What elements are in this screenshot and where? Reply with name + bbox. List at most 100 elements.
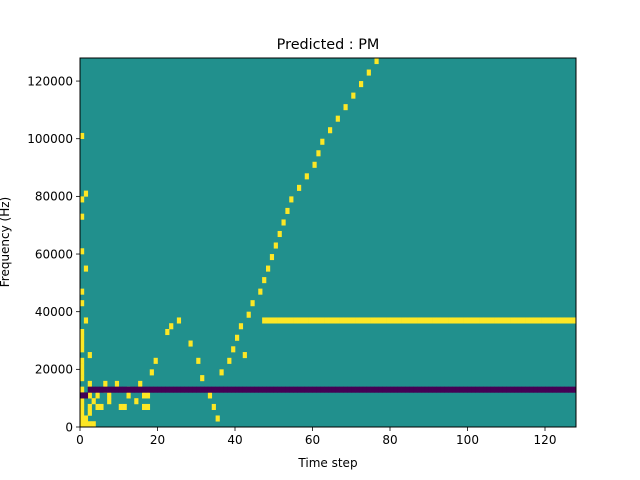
heatmap-cell-low bbox=[541, 386, 546, 393]
heatmap-cell-high bbox=[479, 317, 484, 324]
x-axis: 0 20 40 60 80 100 120 bbox=[76, 427, 556, 447]
heatmap-cell-low bbox=[390, 386, 395, 393]
heatmap-cell-low bbox=[331, 386, 337, 393]
heatmap-cell-high bbox=[145, 392, 151, 399]
heatmap-cell-high bbox=[250, 300, 255, 307]
y-tick-label: 120000 bbox=[27, 74, 73, 88]
heatmap-cell-high bbox=[506, 317, 511, 324]
heatmap-cell-high bbox=[80, 375, 85, 382]
heatmap-cell-high bbox=[169, 323, 174, 330]
heatmap-cell-high bbox=[378, 317, 383, 324]
heatmap-cell-low bbox=[335, 386, 340, 393]
heatmap-cell-high bbox=[107, 398, 112, 405]
heatmap-cell-low bbox=[103, 386, 108, 393]
heatmap-cell-high bbox=[285, 317, 290, 324]
heatmap-cell-high bbox=[196, 357, 201, 364]
heatmap-cell-high bbox=[118, 403, 123, 411]
heatmap-cell-low bbox=[180, 386, 185, 393]
heatmap-cell-high bbox=[80, 346, 85, 353]
heatmap-cell-low bbox=[304, 386, 309, 393]
heatmap-cell-low bbox=[273, 386, 278, 393]
heatmap-cell-low bbox=[498, 386, 503, 393]
heatmap-cell-low bbox=[521, 386, 526, 393]
heatmap-cell-low bbox=[409, 386, 414, 393]
heatmap-cell-high bbox=[572, 317, 577, 324]
y-axis: 0 20000 40000 60000 80000 100000 120000 bbox=[27, 74, 80, 434]
heatmap-cell-high bbox=[215, 415, 220, 422]
heatmap-cell-high bbox=[80, 328, 85, 336]
heatmap-cell-high bbox=[502, 317, 507, 324]
heatmap-cell-low bbox=[107, 386, 112, 393]
heatmap-cell-high bbox=[452, 317, 457, 324]
heatmap-cell-high bbox=[107, 392, 112, 399]
heatmap-cell-low bbox=[347, 386, 352, 393]
heatmap-cell-high bbox=[351, 317, 356, 324]
heatmap-cell-high bbox=[231, 346, 236, 353]
heatmap-cell-high bbox=[80, 403, 85, 411]
heatmap-cell-low bbox=[142, 386, 147, 393]
heatmap-cell-high bbox=[207, 392, 213, 399]
heatmap-cell-high bbox=[80, 334, 85, 341]
heatmap-cell-low bbox=[169, 386, 174, 393]
heatmap-cell-high bbox=[517, 317, 523, 324]
heatmap-cell-low bbox=[184, 386, 189, 393]
heatmap-cell-high bbox=[390, 317, 395, 324]
heatmap-cell-low bbox=[293, 386, 298, 393]
heatmap-cell-low bbox=[452, 386, 457, 393]
y-axis-label: Frequency (Hz) bbox=[0, 197, 12, 288]
heatmap-cell-high bbox=[362, 317, 368, 324]
heatmap-cell-low bbox=[192, 386, 197, 393]
heatmap-cell-high bbox=[308, 317, 313, 324]
heatmap-cell-high bbox=[304, 317, 309, 324]
heatmap-cell-high bbox=[289, 317, 294, 324]
heatmap-cell-low bbox=[285, 386, 290, 393]
heatmap-cell-high bbox=[165, 328, 170, 336]
heatmap-cell-low bbox=[432, 386, 437, 393]
heatmap-cell-low bbox=[417, 386, 422, 393]
heatmap-cell-low bbox=[564, 386, 569, 393]
heatmap-cell-low bbox=[200, 386, 205, 393]
heatmap-cell-high bbox=[80, 213, 85, 220]
heatmap-cell-high bbox=[459, 317, 464, 324]
heatmap-cell-high bbox=[556, 317, 561, 324]
heatmap-cell-low bbox=[424, 386, 430, 393]
heatmap-cell-low bbox=[552, 386, 557, 393]
heatmap-cell-high bbox=[87, 409, 92, 416]
heatmap-cell-low bbox=[227, 386, 232, 393]
heatmap-cell-low bbox=[324, 386, 329, 393]
heatmap-cell-high bbox=[285, 207, 290, 214]
heatmap-cell-high bbox=[444, 317, 449, 324]
heatmap-cell-high bbox=[386, 317, 391, 324]
heatmap-cell-low bbox=[196, 386, 201, 393]
x-tick-label: 20 bbox=[150, 433, 165, 447]
heatmap-cell-high bbox=[393, 317, 399, 324]
y-tick-label: 80000 bbox=[35, 190, 73, 204]
heatmap-cell-high bbox=[80, 340, 85, 347]
heatmap-cell-high bbox=[134, 398, 139, 405]
heatmap-cell-high bbox=[80, 196, 85, 203]
heatmap-cell-low bbox=[436, 386, 441, 393]
heatmap-cell-low bbox=[153, 386, 158, 393]
heatmap-cell-low bbox=[250, 386, 255, 393]
heatmap-cell-high bbox=[297, 184, 302, 191]
heatmap-cell-low bbox=[459, 386, 464, 393]
heatmap-cell-high bbox=[80, 248, 85, 255]
heatmap-cell-low bbox=[258, 386, 263, 393]
heatmap-cell-high bbox=[521, 317, 526, 324]
heatmap-cell-high bbox=[374, 58, 379, 65]
heatmap-cell-low bbox=[382, 386, 387, 393]
heatmap-cell-high bbox=[114, 380, 120, 387]
heatmap-cell-high bbox=[99, 403, 104, 411]
heatmap-cell-high bbox=[471, 317, 476, 324]
heatmap-cell-high bbox=[514, 317, 519, 324]
heatmap-cell-low bbox=[475, 386, 480, 393]
heatmap-cell-high bbox=[80, 300, 85, 307]
heatmap-cell-low bbox=[328, 386, 333, 393]
heatmap-cell-low bbox=[351, 386, 356, 393]
heatmap-cell-low bbox=[374, 386, 379, 393]
heatmap-cell-high bbox=[80, 409, 85, 416]
heatmap-cell-high bbox=[545, 317, 550, 324]
heatmap-cell-high bbox=[397, 317, 402, 324]
heatmap-cell-low bbox=[386, 386, 391, 393]
heatmap-cell-high bbox=[382, 317, 387, 324]
